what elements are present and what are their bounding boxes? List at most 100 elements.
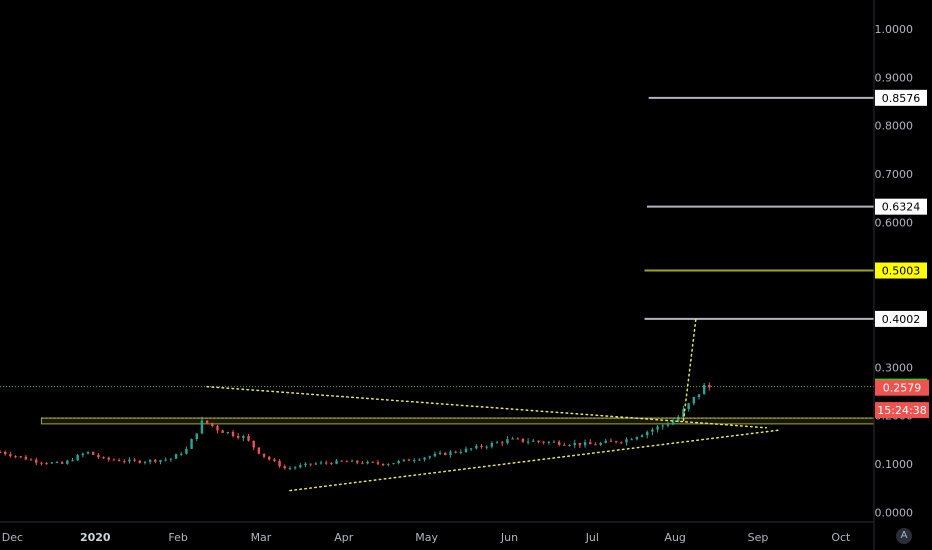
candle bbox=[19, 456, 22, 459]
candle-body bbox=[350, 460, 354, 462]
candle-body bbox=[138, 460, 141, 463]
candle-body bbox=[304, 463, 307, 466]
candle-body bbox=[671, 421, 675, 425]
price-tag: 0.2579 bbox=[875, 379, 929, 396]
candle-body bbox=[268, 456, 271, 460]
candle-body bbox=[50, 462, 53, 464]
candle-body bbox=[45, 463, 48, 465]
candle bbox=[91, 451, 95, 455]
candle-body bbox=[620, 442, 623, 444]
price-tag-text: 0.2579 bbox=[883, 382, 922, 395]
candle-body bbox=[91, 451, 95, 455]
candle bbox=[599, 441, 602, 446]
candle bbox=[55, 461, 59, 464]
candle bbox=[469, 448, 473, 451]
candle bbox=[185, 446, 188, 455]
candle-body bbox=[635, 437, 639, 440]
candle-body bbox=[340, 460, 343, 462]
candle bbox=[604, 438, 607, 444]
candle bbox=[97, 452, 100, 459]
candle-body bbox=[35, 459, 38, 463]
candle-body bbox=[490, 442, 494, 447]
candle bbox=[319, 460, 323, 465]
candle-body bbox=[361, 462, 364, 464]
candle bbox=[148, 459, 152, 465]
x-tick-label: 2020 bbox=[80, 531, 111, 544]
candle bbox=[304, 462, 307, 468]
candle bbox=[413, 458, 416, 463]
candle-body bbox=[583, 442, 587, 446]
candle bbox=[495, 440, 499, 444]
candle-body bbox=[66, 460, 69, 464]
level-tag-text: 0.5003 bbox=[882, 265, 921, 278]
trendline[interactable] bbox=[206, 385, 768, 429]
candle-body bbox=[314, 463, 318, 465]
candle bbox=[666, 421, 670, 428]
candle bbox=[532, 438, 535, 442]
candle bbox=[407, 458, 411, 461]
level-tag-bg bbox=[875, 89, 927, 106]
candle bbox=[221, 429, 224, 433]
candle-body bbox=[257, 447, 261, 454]
candle bbox=[480, 444, 483, 449]
trendline[interactable] bbox=[289, 429, 780, 492]
candle bbox=[3, 450, 7, 456]
auto-scale-button[interactable]: A bbox=[896, 528, 912, 544]
candle-body bbox=[537, 440, 540, 442]
y-tick-label: 1.0000 bbox=[875, 23, 914, 36]
candle-body bbox=[299, 465, 302, 468]
candle bbox=[180, 451, 183, 457]
candle bbox=[86, 451, 90, 455]
candle bbox=[66, 459, 69, 465]
candle-body bbox=[702, 384, 706, 395]
candle bbox=[330, 462, 333, 465]
candle-body bbox=[71, 460, 74, 462]
level-tag-bg bbox=[875, 310, 927, 327]
candle bbox=[620, 441, 623, 445]
candle-body bbox=[511, 438, 514, 440]
candle-body bbox=[117, 460, 121, 462]
candle-body bbox=[324, 462, 328, 464]
candle bbox=[609, 438, 613, 442]
candle bbox=[589, 439, 592, 445]
candle bbox=[646, 430, 649, 439]
candle-body bbox=[677, 416, 680, 422]
candle bbox=[640, 433, 644, 438]
candle bbox=[449, 450, 452, 458]
candle-body bbox=[180, 453, 183, 455]
candle-body bbox=[547, 441, 551, 443]
level-tag: 0.6324 bbox=[875, 198, 927, 215]
level-tag-bg bbox=[875, 198, 927, 215]
candle bbox=[133, 458, 136, 463]
candle bbox=[350, 459, 354, 462]
candle bbox=[697, 394, 701, 400]
candle-body bbox=[449, 451, 452, 455]
candle bbox=[247, 433, 250, 442]
candle-body bbox=[687, 403, 690, 410]
candle bbox=[552, 440, 556, 443]
x-tick-label: May bbox=[415, 531, 438, 544]
candle-body bbox=[625, 439, 628, 443]
candle-body bbox=[107, 457, 110, 460]
candle bbox=[402, 459, 406, 462]
candle-body bbox=[200, 420, 204, 434]
candle bbox=[242, 434, 245, 442]
candle bbox=[293, 466, 297, 470]
candle bbox=[50, 461, 53, 464]
candle-body bbox=[159, 460, 162, 462]
candle bbox=[190, 438, 193, 450]
candle-body bbox=[485, 446, 488, 448]
candle-body bbox=[542, 441, 545, 443]
candle-body bbox=[589, 442, 592, 445]
candle-body bbox=[309, 463, 312, 465]
trendline[interactable] bbox=[682, 318, 697, 422]
x-tick-label: Aug bbox=[664, 531, 685, 544]
candle-body bbox=[708, 384, 711, 388]
candle bbox=[454, 450, 457, 454]
candle-body bbox=[516, 438, 519, 440]
time-axis[interactable]: Dec 2020 Feb Mar Apr May Jun Jul Aug Sep Oct bbox=[2, 531, 851, 544]
candle bbox=[231, 430, 235, 438]
candle bbox=[356, 460, 359, 465]
candle bbox=[692, 396, 696, 406]
